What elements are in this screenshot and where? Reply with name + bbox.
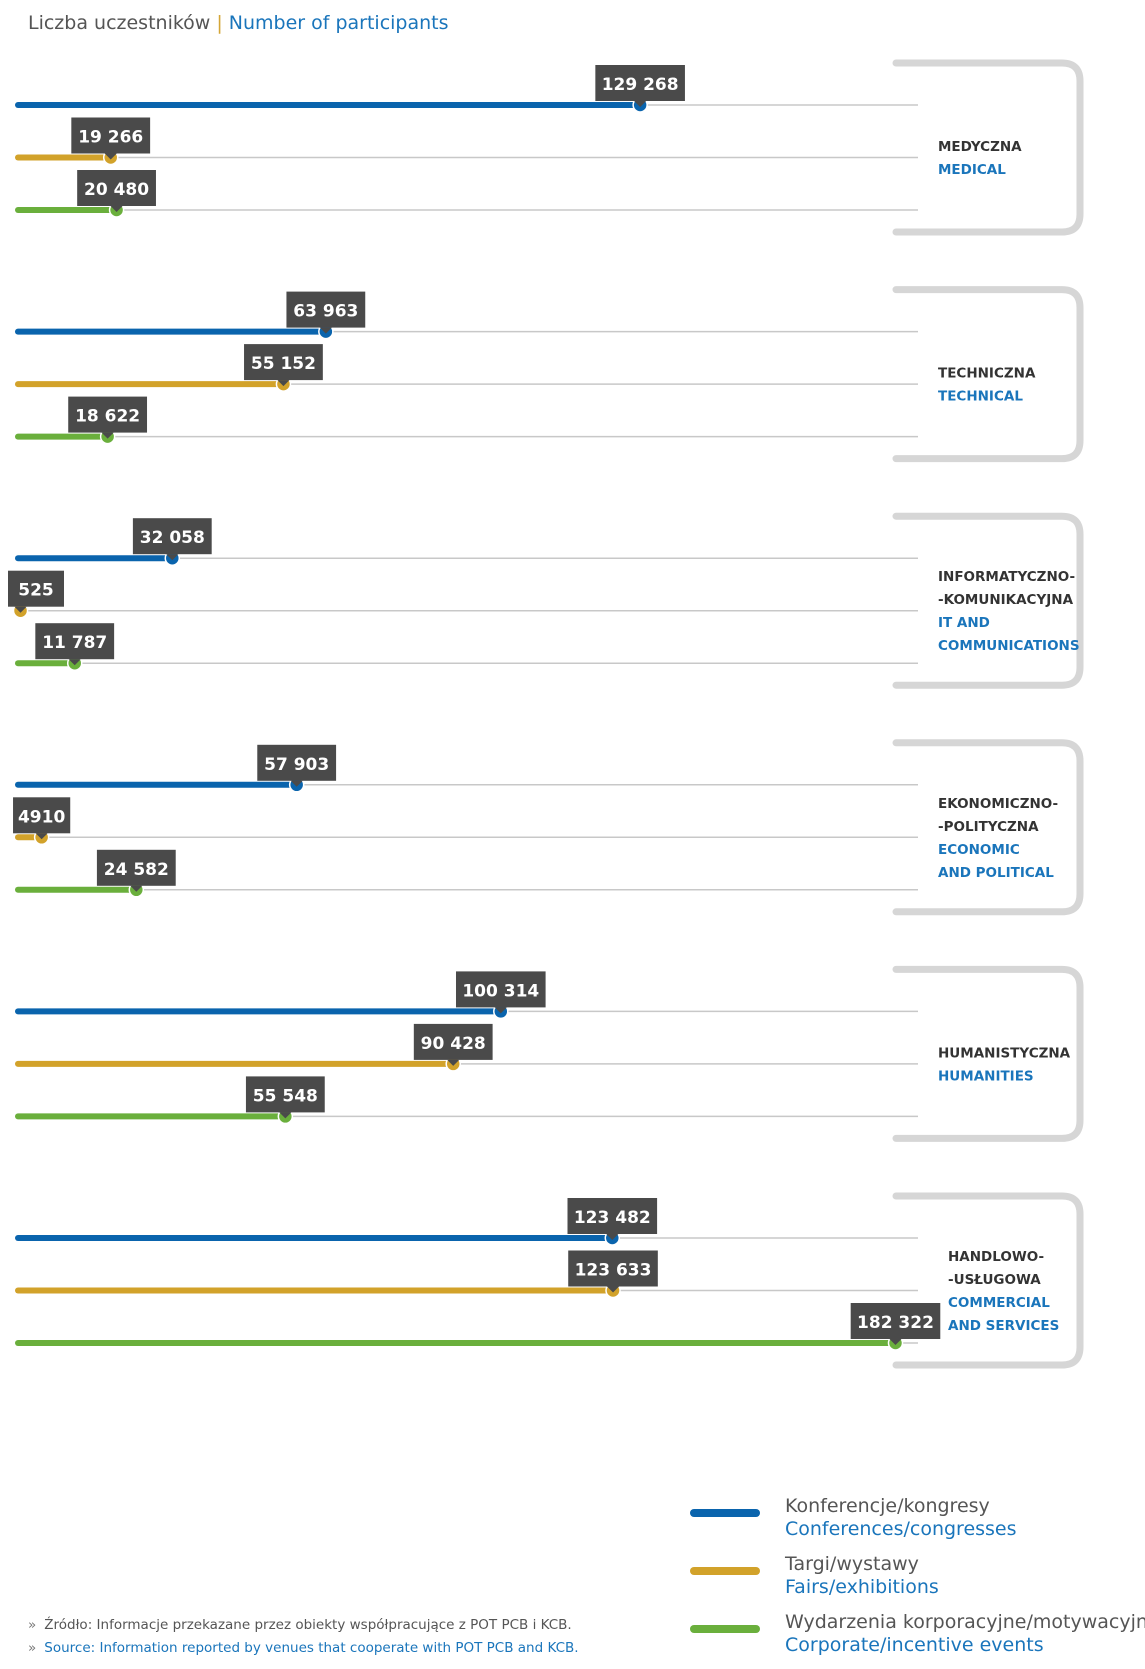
category-label: IT AND	[938, 615, 990, 631]
title-pl: Liczba uczestników	[28, 12, 211, 34]
legend-label-en: Conferences/congresses	[785, 1518, 1017, 1540]
data-value-label: 182 322	[857, 1313, 934, 1333]
category-label: -POLITYCZNA	[938, 819, 1039, 835]
chart-canvas: MEDYCZNA MEDICAL 129 268 19 266 20 480 TECHNI…	[8, 59, 1084, 1369]
value-label-box	[413, 1023, 493, 1060]
data-value-label: 55 548	[253, 1086, 318, 1106]
value-label-box	[96, 849, 176, 886]
category-label: AND SERVICES	[948, 1318, 1059, 1334]
value-label-pointer	[277, 380, 290, 387]
category-label: COMMUNICATIONS	[938, 638, 1080, 654]
value-label-box	[568, 1250, 658, 1287]
legend-swatch-conferences	[690, 1509, 760, 1517]
value-label-box	[13, 797, 71, 834]
data-value-label: 123 633	[575, 1261, 652, 1281]
source-line-pl: » Źródło: Informacje przekazane przez obi…	[28, 1617, 572, 1633]
category-label: ECONOMIC	[938, 842, 1020, 858]
value-label-box	[286, 291, 366, 328]
value-label-pointer	[634, 101, 647, 107]
category-label: -KOMUNIKACYJNA	[938, 592, 1074, 608]
source-note: » Źródło: Informacje przekazane przez obi…	[28, 1614, 579, 1660]
data-value-label: 129 268	[602, 75, 679, 95]
value-label-box	[567, 1198, 658, 1234]
value-label-pointer	[290, 780, 303, 787]
value-label-box	[68, 396, 148, 433]
value-label-pointer	[101, 432, 114, 439]
value-label-pointer	[494, 1007, 507, 1014]
data-value-label: 4910	[18, 807, 65, 827]
data-value-label: 57 903	[264, 755, 329, 775]
data-value-label: 55 152	[251, 354, 316, 374]
category-label: HUMANISTYCZNA	[938, 1045, 1071, 1061]
value-label-pointer	[447, 1059, 460, 1066]
data-value-label: 18 622	[75, 407, 140, 427]
legend-swatch-fairs	[690, 1567, 760, 1575]
value-label-pointer	[68, 659, 81, 666]
category-label: INFORMATYCZNO-	[938, 569, 1075, 585]
category-bracket	[892, 512, 1084, 689]
legend-label-pl: Targi/wystawy	[785, 1553, 919, 1575]
legend-label-en: Corporate/incentive events	[785, 1634, 1044, 1656]
category-label: MEDICAL	[938, 162, 1006, 178]
value-label-box	[35, 623, 115, 660]
category-label: MEDYCZNA	[938, 139, 1022, 155]
data-value-label: 24 582	[104, 860, 169, 880]
value-label-pointer	[319, 327, 332, 334]
category-bracket	[892, 965, 1084, 1142]
value-label-box	[595, 65, 685, 101]
category-bracket	[892, 286, 1084, 463]
data-value-label: 525	[18, 581, 54, 601]
value-label-pointer	[35, 833, 48, 840]
value-label-box	[245, 1076, 325, 1113]
legend-label-pl: Wydarzenia korporacyjne/motywacyjne	[785, 1611, 1145, 1633]
value-label-box	[850, 1303, 941, 1339]
value-label-box	[257, 744, 337, 781]
data-value-label: 19 266	[78, 128, 143, 148]
value-label-pointer	[104, 153, 117, 160]
data-value-label: 32 058	[140, 528, 205, 548]
data-value-label: 90 428	[421, 1034, 486, 1054]
category-label: COMMERCIAL	[948, 1295, 1050, 1311]
category-label: HUMANITIES	[938, 1068, 1034, 1084]
source-line-en: » Source: Information reported by venues …	[28, 1640, 579, 1656]
value-label-box	[455, 971, 546, 1008]
value-label-pointer	[14, 606, 27, 613]
value-label-box	[77, 170, 156, 206]
data-value-label: 11 787	[42, 633, 107, 653]
value-label-pointer	[166, 554, 179, 561]
category-label: EKONOMICZNO-	[938, 796, 1058, 812]
category-bracket	[892, 739, 1084, 916]
value-label-pointer	[110, 206, 123, 212]
category-bracket	[892, 1192, 1084, 1369]
category-label: TECHNICAL	[938, 389, 1023, 405]
title-en: Number of participants	[228, 12, 449, 34]
legend-label-en: Fairs/exhibitions	[785, 1576, 939, 1598]
legend: Konferencje/kongresy Conferences/congres…	[690, 1495, 1145, 1669]
value-label-box	[71, 117, 151, 154]
legend-item-corporate: Wydarzenia korporacyjne/motywacyjne Corp…	[690, 1611, 1145, 1669]
value-label-pointer	[279, 1112, 292, 1119]
value-label-pointer	[889, 1339, 902, 1345]
value-label-box	[244, 344, 323, 381]
title-separator: |	[216, 12, 223, 34]
value-label-pointer	[606, 1234, 619, 1240]
legend-label-pl: Konferencje/kongresy	[785, 1495, 990, 1517]
category-label: -USŁUGOWA	[948, 1272, 1041, 1288]
category-label: TECHNICZNA	[938, 366, 1036, 382]
data-value-label: 100 314	[462, 981, 539, 1001]
value-label-box	[8, 570, 64, 607]
value-label-box	[132, 518, 212, 555]
data-value-label: 123 482	[574, 1208, 651, 1228]
data-value-label: 20 480	[84, 180, 149, 200]
data-value-label: 63 963	[293, 302, 358, 322]
value-label-pointer	[607, 1286, 620, 1293]
category-bracket	[892, 59, 1084, 236]
legend-swatch-corporate	[690, 1625, 760, 1633]
chart-title: Liczba uczestników | Number of participant…	[28, 12, 449, 34]
legend-item-conferences: Konferencje/kongresy Conferences/congres…	[690, 1495, 1145, 1553]
category-label: HANDLOWO-	[948, 1249, 1044, 1265]
category-label: AND POLITICAL	[938, 865, 1054, 881]
value-label-pointer	[130, 885, 143, 892]
legend-item-fairs: Targi/wystawy Fairs/exhibitions	[690, 1553, 1145, 1611]
